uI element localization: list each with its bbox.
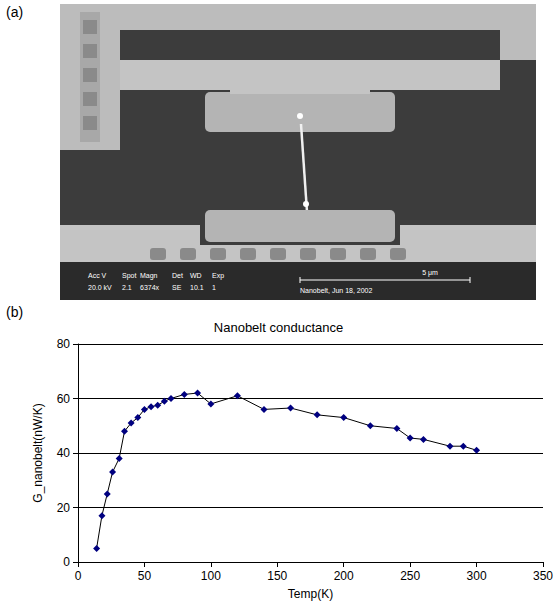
svg-text:60: 60 — [57, 392, 71, 406]
svg-text:Acc V: Acc V — [88, 272, 107, 279]
svg-text:WD: WD — [190, 272, 202, 279]
svg-text:2.1: 2.1 — [122, 284, 132, 291]
svg-text:5 μm: 5 μm — [422, 269, 438, 277]
svg-text:G_nanobelt(nW/K): G_nanobelt(nW/K) — [31, 403, 45, 502]
svg-text:20.0 kV: 20.0 kV — [88, 284, 112, 291]
svg-text:10.1: 10.1 — [190, 284, 204, 291]
svg-text:80: 80 — [57, 337, 71, 351]
svg-text:250: 250 — [400, 569, 420, 583]
svg-text:Spot: Spot — [122, 272, 136, 280]
svg-text:Exp: Exp — [212, 272, 224, 280]
svg-text:0: 0 — [75, 569, 82, 583]
svg-text:1: 1 — [212, 284, 216, 291]
svg-text:300: 300 — [467, 569, 487, 583]
svg-text:20: 20 — [57, 501, 71, 515]
svg-text:6374x: 6374x — [140, 284, 160, 291]
svg-text:0: 0 — [63, 555, 70, 569]
svg-text:100: 100 — [201, 569, 221, 583]
svg-text:150: 150 — [267, 569, 287, 583]
svg-text:Det: Det — [172, 272, 183, 279]
svg-text:350: 350 — [533, 569, 553, 583]
svg-text:200: 200 — [334, 569, 354, 583]
svg-text:50: 50 — [138, 569, 152, 583]
svg-text:40: 40 — [57, 446, 71, 460]
svg-text:Nanobelt conductance: Nanobelt conductance — [214, 320, 343, 335]
svg-text:Magn: Magn — [140, 272, 158, 280]
html-text:(b): (b) — [6, 304, 24, 320]
svg-text:Temp(K): Temp(K) — [288, 587, 333, 601]
svg-text:Nanobelt, Jun 18, 2002: Nanobelt, Jun 18, 2002 — [300, 287, 372, 294]
html-text:(a): (a) — [6, 4, 24, 20]
svg-text:SE: SE — [172, 284, 182, 291]
